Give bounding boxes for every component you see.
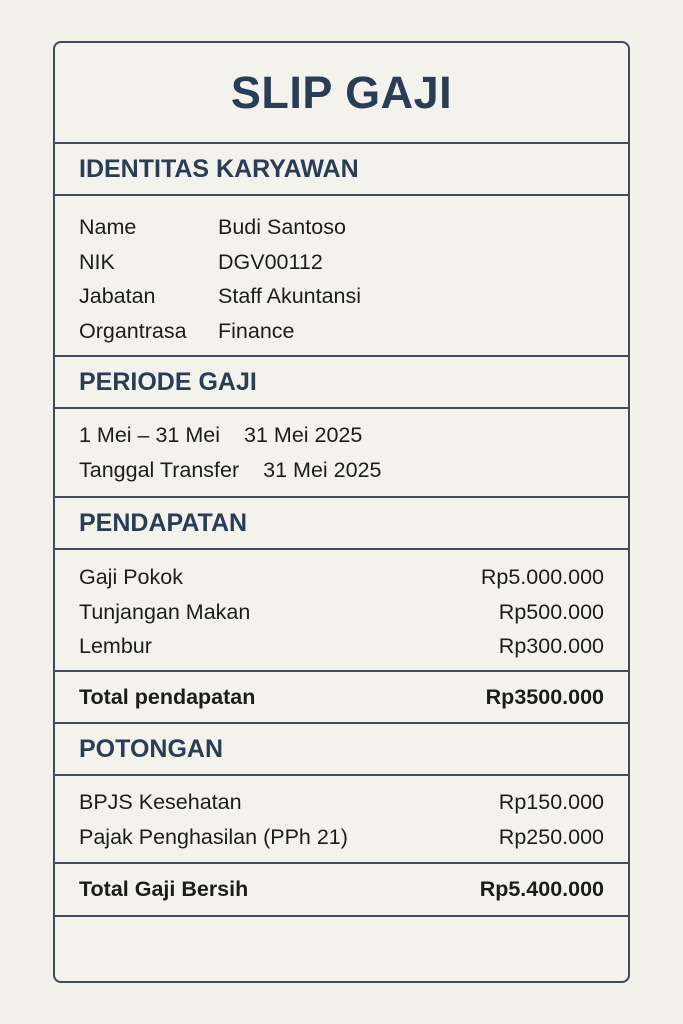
info-row-jabatan: Jabatan Staff Akuntansi [79, 279, 604, 314]
potongan-body: BPJS Kesehatan Rp150.000 Pajak Penghasila… [55, 776, 628, 864]
period-date: 31 Mei 2025 [244, 422, 363, 447]
income-label: Gaji Pokok [79, 564, 183, 589]
net-salary-label: Total Gaji Bersih [79, 877, 249, 901]
income-label: Tunjangan Makan [79, 599, 251, 624]
transfer-date: 31 Mei 2025 [263, 457, 382, 482]
income-row: Tunjangan Makan Rp500.000 [79, 595, 604, 630]
field-value: DGV00112 [218, 249, 323, 274]
income-amount: Rp5.000.000 [480, 564, 604, 589]
deduction-amount: Rp250.000 [498, 824, 604, 849]
info-row-nik: NIK DGV00112 [79, 245, 604, 280]
potongan-header: POTONGAN [55, 724, 628, 776]
field-label: NIK [79, 249, 115, 274]
deduction-row: BPJS Kesehatan Rp150.000 [79, 785, 604, 820]
field-value: Budi Santoso [218, 214, 346, 239]
transfer-row: Tanggal Transfer 31 Mei 2025 [79, 453, 604, 488]
periode-body: 1 Mei – 31 Mei 31 Mei 2025 Tanggal Transf… [55, 409, 628, 498]
field-label: Organtrasa [79, 318, 187, 343]
deduction-amount: Rp150.000 [498, 789, 604, 814]
field-label: Jabatan [79, 284, 156, 309]
info-row-organisasi: Organtrasa Finance [79, 314, 604, 349]
empty-footer [55, 917, 628, 981]
section-heading: POTONGAN [79, 734, 223, 763]
period-range: 1 Mei – 31 Mei [79, 422, 221, 447]
net-salary-row: Total Gaji Bersih Rp5.400.000 [55, 864, 628, 917]
section-heading: PENDAPATAN [79, 508, 248, 537]
periode-header: PERIODE GAJI [55, 357, 628, 409]
section-heading: IDENTITAS KARYAWAN [79, 154, 359, 183]
info-row-name: Name Budi Santoso [79, 210, 604, 245]
salary-slip: SLIP GAJI IDENTITAS KARYAWAN Name Budi Sa… [53, 41, 630, 983]
income-row: Gaji Pokok Rp5.000.000 [79, 560, 604, 595]
field-label: Name [79, 214, 137, 239]
total-income-row: Total pendapatan Rp3500.000 [55, 672, 628, 724]
deduction-label: Pajak Penghasilan (PPh 21) [79, 824, 348, 849]
pendapatan-body: Gaji Pokok Rp5.000.000 Tunjangan Makan Rp5… [55, 550, 628, 672]
income-label: Lembur [79, 634, 152, 659]
total-income-label: Total pendapatan [79, 684, 256, 709]
identitas-body: Name Budi Santoso NIK DGV00112 Jabatan Staf… [55, 196, 628, 357]
identitas-header: IDENTITAS KARYAWAN [55, 144, 628, 196]
field-value: Finance [218, 318, 295, 343]
section-heading: PERIODE GAJI [79, 367, 257, 396]
income-amount: Rp500.000 [498, 599, 604, 624]
period-row: 1 Mei – 31 Mei 31 Mei 2025 [79, 418, 604, 453]
income-amount: Rp300.000 [498, 634, 604, 659]
field-value: Staff Akuntansi [218, 284, 362, 309]
deduction-label: BPJS Kesehatan [79, 789, 242, 814]
deduction-row: Pajak Penghasilan (PPh 21) Rp250.000 [79, 820, 604, 855]
pendapatan-header: PENDAPATAN [55, 498, 628, 550]
total-income-amount: Rp3500.000 [485, 684, 604, 709]
net-salary-amount: Rp5.400.000 [479, 877, 604, 901]
title-section: SLIP GAJI [55, 43, 628, 144]
income-row: Lembur Rp300.000 [79, 629, 604, 664]
page-title: SLIP GAJI [230, 66, 453, 118]
transfer-label: Tanggal Transfer [79, 457, 240, 482]
